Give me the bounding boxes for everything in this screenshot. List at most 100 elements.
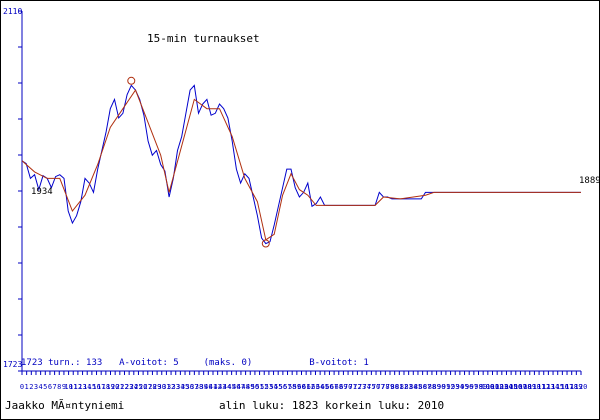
x-tick-label: 20 <box>111 383 119 391</box>
x-tick-label: 79 <box>386 383 394 391</box>
x-tick-label: 78 <box>381 383 389 391</box>
x-tick-label: 85 <box>414 383 422 391</box>
x-tick-label: 114 <box>547 383 560 391</box>
x-tick-label: 107 <box>514 383 527 391</box>
x-tick-label: 49 <box>246 383 254 391</box>
x-tick-label: 44 <box>223 383 231 391</box>
x-tick-label: 28 <box>148 383 156 391</box>
x-tick-label: 15 <box>88 383 96 391</box>
x-tick-label: 76 <box>372 383 380 391</box>
x-tick-label: 74 <box>362 383 370 391</box>
series-line-0 <box>21 84 581 245</box>
x-tick-label: 104 <box>500 383 513 391</box>
x-tick-label: 2 <box>29 383 33 391</box>
x-tick-label: 112 <box>537 383 550 391</box>
x-tick-label: 3 <box>34 383 38 391</box>
x-tick-label: 71 <box>349 383 357 391</box>
footer-author: Jaakko MÃ¤ntyniemi <box>5 399 125 412</box>
x-tick-label: 67 <box>330 383 338 391</box>
x-tick-label: 45 <box>227 383 235 391</box>
x-tick-label: 8 <box>57 383 61 391</box>
x-tick-label: 116 <box>556 383 569 391</box>
x-tick-label: 58 <box>288 383 296 391</box>
x-tick-label: 61 <box>302 383 310 391</box>
x-tick-label: 37 <box>190 383 198 391</box>
x-tick-label: 11 <box>69 383 77 391</box>
x-tick-label: 106 <box>509 383 522 391</box>
stats-line: 1723 turn.: 133 A-voitot: 5 (maks. 0) B-… <box>21 358 369 368</box>
x-tick-label: 4 <box>39 383 43 391</box>
x-tick-label: 120 <box>575 383 588 391</box>
x-tick-label: 72 <box>353 383 361 391</box>
x-tick-label: 80 <box>390 383 398 391</box>
x-tick-label: 69 <box>339 383 347 391</box>
x-tick-label: 119 <box>570 383 583 391</box>
x-tick-label: 53 <box>265 383 273 391</box>
x-tick-label: 115 <box>551 383 564 391</box>
marker-high <box>127 76 136 85</box>
x-tick-label: 1 <box>25 383 29 391</box>
x-tick-label: 18 <box>102 383 110 391</box>
x-tick-label: 47 <box>237 383 245 391</box>
x-tick-label: 39 <box>199 383 207 391</box>
x-tick-label: 17 <box>97 383 105 391</box>
x-tick-label: 105 <box>505 383 518 391</box>
x-tick-label: 48 <box>241 383 249 391</box>
a-wins: A-voitot: 5 <box>119 358 179 368</box>
x-tick-label: 103 <box>495 383 508 391</box>
x-tick-label: 7 <box>52 383 56 391</box>
x-tick-label: 113 <box>542 383 555 391</box>
x-tick-label: 57 <box>283 383 291 391</box>
x-tick-label: 86 <box>418 383 426 391</box>
x-tick-label: 31 <box>162 383 170 391</box>
x-tick-label: 36 <box>185 383 193 391</box>
x-tick-label: 66 <box>325 383 333 391</box>
x-tick-label: 22 <box>120 383 128 391</box>
x-tick-label: 35 <box>181 383 189 391</box>
x-tick-label: 43 <box>218 383 226 391</box>
x-tick-label: 0 <box>20 383 24 391</box>
x-tick-label: 96 <box>465 383 473 391</box>
x-tick-label: 46 <box>232 383 240 391</box>
x-tick-label: 70 <box>344 383 352 391</box>
x-tick-label: 111 <box>533 383 546 391</box>
x-tick-label: 40 <box>204 383 212 391</box>
x-tick-label: 59 <box>293 383 301 391</box>
x-tick-label: 110 <box>528 383 541 391</box>
max-count: (maks. 0) <box>203 358 253 368</box>
series-line-1 <box>21 89 581 241</box>
x-tick-label: 87 <box>423 383 431 391</box>
x-tick-label: 63 <box>311 383 319 391</box>
x-tick-label: 98 <box>474 383 482 391</box>
x-tick-label: 29 <box>153 383 161 391</box>
x-tick-label: 12 <box>74 383 82 391</box>
x-tick-label: 117 <box>561 383 574 391</box>
x-tick-label: 41 <box>209 383 217 391</box>
x-tick-label: 73 <box>358 383 366 391</box>
x-tick-label: 26 <box>139 383 147 391</box>
turns-count: 1723 turn.: 133 <box>21 358 103 368</box>
x-tick-label: 33 <box>172 383 180 391</box>
x-tick-label: 102 <box>491 383 504 391</box>
b-wins: B-voitot: 1 <box>309 358 369 368</box>
start-label: 1934 <box>31 187 53 197</box>
x-tick-label: 25 <box>134 383 142 391</box>
x-tick-label: 30 <box>158 383 166 391</box>
marker-low <box>261 239 270 248</box>
y-bottom-label: 1723 <box>3 360 22 369</box>
x-tick-label: 23 <box>125 383 133 391</box>
x-tick-label: 21 <box>116 383 124 391</box>
x-tick-label: 27 <box>144 383 152 391</box>
x-tick-label: 9 <box>62 383 66 391</box>
x-tick-label: 55 <box>274 383 282 391</box>
x-tick-label: 52 <box>260 383 268 391</box>
x-tick-label: 101 <box>486 383 499 391</box>
x-tick-label: 42 <box>213 383 221 391</box>
y-top-label: 2110 <box>3 7 22 16</box>
x-tick-label: 56 <box>279 383 287 391</box>
x-tick-label: 51 <box>255 383 263 391</box>
x-tick-label: 54 <box>269 383 277 391</box>
x-tick-label: 81 <box>395 383 403 391</box>
x-tick-label: 19 <box>106 383 114 391</box>
